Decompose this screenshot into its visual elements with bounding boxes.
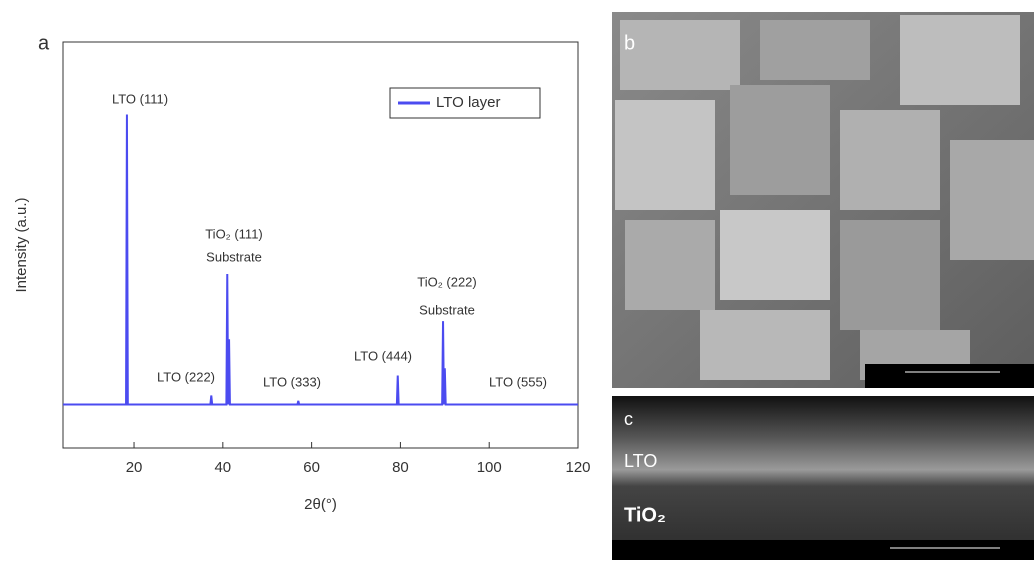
x-tick-label: 80: [392, 459, 409, 476]
peak-annotation: LTO (111): [112, 91, 168, 106]
peak-annotation: Substrate: [419, 302, 475, 317]
panel-label: c: [624, 409, 633, 429]
x-axis-label: 2θ(°): [304, 496, 337, 513]
layer-label: LTO: [624, 451, 657, 471]
peak-annotation: LTO (555): [489, 374, 547, 389]
peak-annotation: LTO (222): [157, 369, 215, 384]
sem-image-c: [612, 396, 1034, 560]
peak-annotation: LTO (333): [263, 374, 321, 389]
x-tick-label: 120: [565, 459, 590, 476]
x-tick-label: 60: [303, 459, 320, 476]
figure: a b c LTO TiO₂ 20 40 60 80 100 120 2θ(°) Intens…: [0, 0, 1034, 560]
legend-label: LTO layer: [436, 94, 500, 111]
peak-annotation: TiO₂ (222): [417, 274, 476, 289]
panel-label: b: [624, 32, 635, 54]
x-tick-label: 20: [126, 459, 143, 476]
sem-image-b: [612, 12, 1034, 388]
peak-annotation: LTO (444): [354, 348, 412, 363]
panel-label: a: [38, 32, 50, 54]
x-tick-label: 40: [214, 459, 231, 476]
layer-label: TiO₂: [624, 504, 666, 526]
data-line: [63, 115, 578, 405]
peak-annotation: Substrate: [206, 249, 262, 264]
y-axis-label: Intensity (a.u.): [13, 197, 30, 292]
x-tick-label: 100: [477, 459, 502, 476]
peak-annotation: TiO₂ (111): [205, 226, 263, 241]
